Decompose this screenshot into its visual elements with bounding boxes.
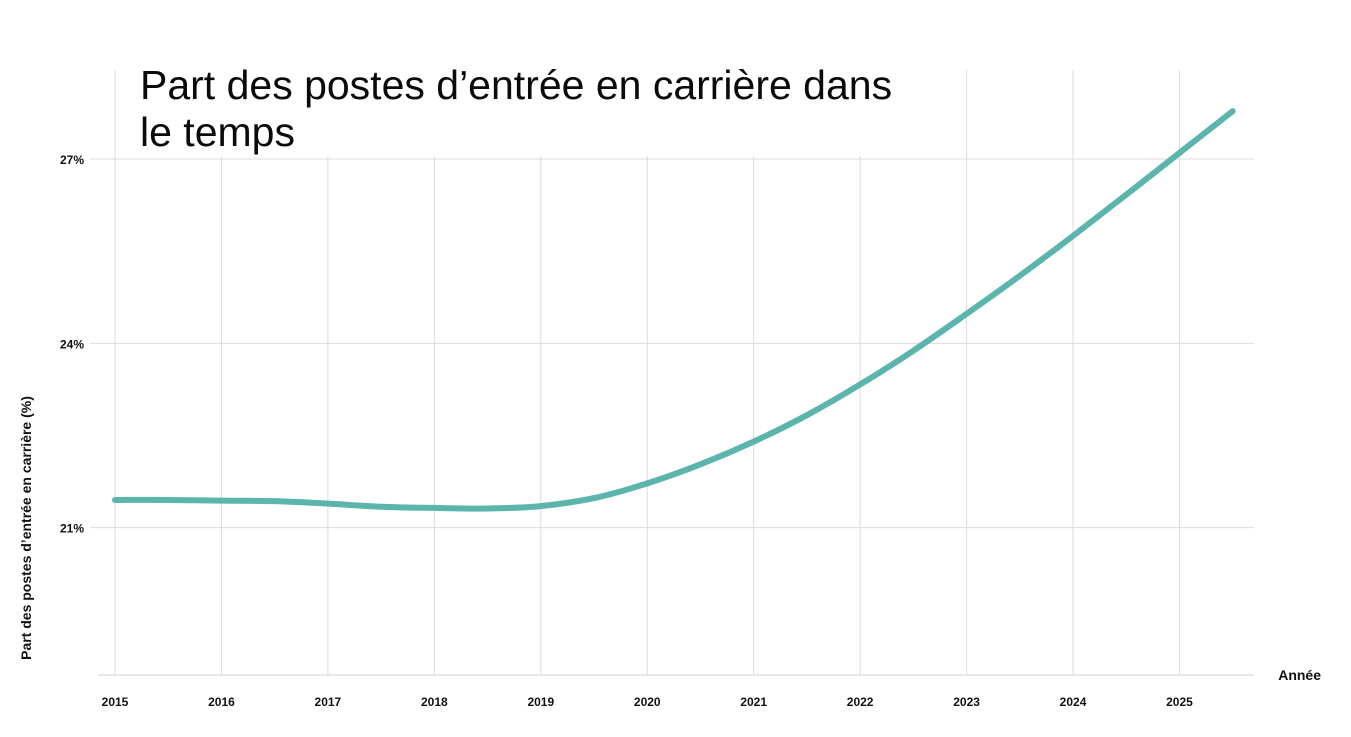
chart-title: Part des postes d’entrée en carrière dan… [140,62,900,156]
x-tick-label: 2021 [740,695,767,709]
y-axis-title: Part des postes d’entrée en carrière (%) [18,396,34,660]
y-tick-label: 24% [60,337,84,351]
x-tick-label: 2018 [421,695,448,709]
x-axis-title: Année [1278,667,1321,683]
x-tick-label: 2017 [315,695,342,709]
y-tick-label: 27% [60,153,84,167]
x-tick-label: 2019 [527,695,554,709]
x-axis-ticks: 2015 2016 2017 2018 2019 2020 2021 2022 2023 2024… [102,695,1194,709]
x-tick-label: 2015 [102,695,129,709]
x-tick-label: 2016 [208,695,235,709]
x-tick-label: 2022 [847,695,874,709]
series-layer [112,108,1236,512]
grid-lines [90,70,1254,676]
x-tick-label: 2020 [634,695,661,709]
x-tick-label: 2024 [1060,695,1087,709]
y-tick-label: 21% [60,522,84,536]
series-line-0 [112,108,1236,512]
y-axis-ticks: 21% 24% 27% [60,153,84,536]
x-tick-label: 2023 [953,695,980,709]
x-tick-label: 2025 [1166,695,1193,709]
